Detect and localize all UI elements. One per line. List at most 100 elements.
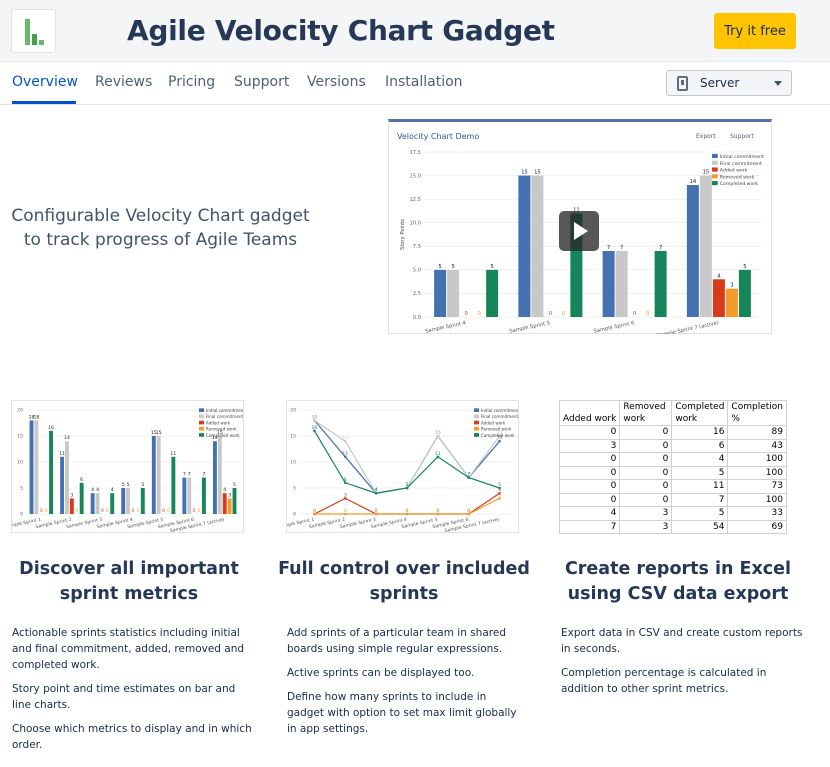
bar-value-label: 0 xyxy=(75,508,78,514)
bar-value-label: 15 xyxy=(521,170,528,176)
y-tick-label: 0.0 xyxy=(413,315,421,321)
csv-row: 0 0 4 100 xyxy=(558,452,787,467)
point-value-label: 18 xyxy=(311,414,317,420)
legend-label: Initial commitment xyxy=(206,408,243,413)
bar-value-label: 0 xyxy=(477,311,480,317)
csv-cell: 4 xyxy=(671,452,729,467)
bar-value-label: 5 xyxy=(122,482,125,488)
bar-value-label: 5 xyxy=(141,482,144,488)
bar xyxy=(126,488,131,514)
line-point xyxy=(436,512,440,516)
point-value-label: 3 xyxy=(344,492,347,498)
bar xyxy=(95,493,100,514)
tab-pricing[interactable]: Pricing xyxy=(168,74,216,90)
y-tick-label: 20 xyxy=(290,408,296,414)
csv-cell: 7 xyxy=(671,492,729,507)
play-video-button[interactable] xyxy=(559,211,599,251)
try-it-free-button[interactable]: Try it free xyxy=(714,13,796,49)
csv-cell: 7 xyxy=(558,519,621,534)
point-value-label: 18 xyxy=(311,414,317,420)
app-logo xyxy=(11,9,56,53)
csv-cell: 3 xyxy=(558,438,621,453)
line-point xyxy=(343,455,347,459)
bar-value-label: 5 xyxy=(451,264,454,270)
tab-installation[interactable]: Installation xyxy=(385,74,463,90)
feature-line: Story point and time estimates on bar an… xyxy=(12,683,236,695)
legend-label: Removed work xyxy=(206,427,237,432)
line-point xyxy=(343,439,347,443)
bar-value-label: 0 xyxy=(162,508,165,514)
line-point xyxy=(467,512,471,516)
feature-line: Active sprints can be displayed too. xyxy=(287,667,475,679)
legend-swatch xyxy=(474,408,480,412)
bar-value-label: 0 xyxy=(549,311,552,317)
bar xyxy=(217,436,222,514)
bar xyxy=(187,477,192,514)
y-tick-label: 7.5 xyxy=(413,244,421,250)
bar-value-label: 7 xyxy=(188,472,191,478)
bar-value-label: 0 xyxy=(193,508,196,514)
feature-title-line: sprints xyxy=(369,584,439,604)
feature-text-sprints: Add sprints of a particular team in shar… xyxy=(287,625,549,737)
point-value-label: 0 xyxy=(375,508,378,514)
app-header: Agile Velocity Chart Gadget Try it free xyxy=(0,0,830,62)
legend-swatch xyxy=(199,408,205,412)
legend-swatch xyxy=(712,153,718,158)
bar-value-label: 3 xyxy=(228,492,231,498)
bar xyxy=(69,498,74,514)
legend-swatch xyxy=(712,181,718,186)
csv-header-removed: Removed work xyxy=(619,400,673,426)
tab-reviews[interactable]: Reviews xyxy=(95,74,153,90)
point-value-label: 11 xyxy=(435,451,441,457)
hosting-select[interactable]: Server xyxy=(666,70,792,96)
y-tick-label: 10 xyxy=(17,460,23,466)
demo-video-preview[interactable]: Velocity Chart Demo Export Support 0.0 2.… xyxy=(388,119,772,334)
csv-cell: 0 xyxy=(619,492,673,507)
feature-line: line charts. xyxy=(12,699,71,711)
line-point xyxy=(343,512,347,516)
bar-value-label: 4 xyxy=(717,273,721,279)
csv-row: 4 3 5 33 xyxy=(558,506,787,521)
bar-value-label: 7 xyxy=(659,245,662,251)
line-point xyxy=(498,486,501,490)
y-tick-label: 5.0 xyxy=(413,268,421,274)
tab-overview[interactable]: Overview xyxy=(12,74,78,90)
bar-value-label: 5 xyxy=(490,264,493,270)
legend-swatch xyxy=(199,420,205,425)
tab-versions[interactable]: Versions xyxy=(307,74,366,90)
legend-swatch xyxy=(474,433,480,437)
demo-export-link: Export xyxy=(696,133,716,140)
bar-value-label: 5 xyxy=(127,482,130,488)
feature-title-line: using CSV data export xyxy=(567,584,789,604)
feature-title-line: Create reports in Excel xyxy=(564,559,792,579)
csv-cell: 3 xyxy=(619,506,673,521)
x-tick-label: Sample Sprint 6 xyxy=(593,320,635,334)
feature-line: order. xyxy=(12,739,43,751)
hero-tagline: Configurable Velocity Chart gadget to tr… xyxy=(8,204,313,252)
legend-label: Initial commitment xyxy=(481,408,518,413)
tab-bar: Overview Reviews Pricing Support Version… xyxy=(0,62,830,105)
csv-cell: 0 xyxy=(619,465,673,480)
legend-label: Initial commitment xyxy=(720,154,764,160)
point-value-label: 7 xyxy=(467,472,470,478)
bar xyxy=(738,269,751,317)
y-tick-label: 2.5 xyxy=(413,291,421,297)
legend-swatch xyxy=(712,174,718,179)
feature-title-metrics: Discover all important sprint metrics xyxy=(0,557,264,607)
y-tick-label: 20 xyxy=(17,408,23,414)
csv-cell: 69 xyxy=(727,519,787,534)
csv-cell: 73 xyxy=(727,479,787,494)
feature-line: Export data in CSV and create custom rep… xyxy=(561,627,803,639)
line-point xyxy=(374,491,378,495)
bar-value-label: 0 xyxy=(464,311,467,317)
feature-line: Choose which metrics to display and in w… xyxy=(12,723,252,735)
legend-swatch xyxy=(199,433,205,437)
bar xyxy=(654,251,667,317)
tagline-line: Configurable Velocity Chart gadget xyxy=(11,206,310,226)
bar xyxy=(602,251,615,317)
bar xyxy=(222,493,227,514)
y-tick-label: 17.5 xyxy=(409,150,421,156)
tab-support[interactable]: Support xyxy=(234,74,290,90)
bar-value-label: 3 xyxy=(730,283,733,289)
bar xyxy=(699,175,712,317)
